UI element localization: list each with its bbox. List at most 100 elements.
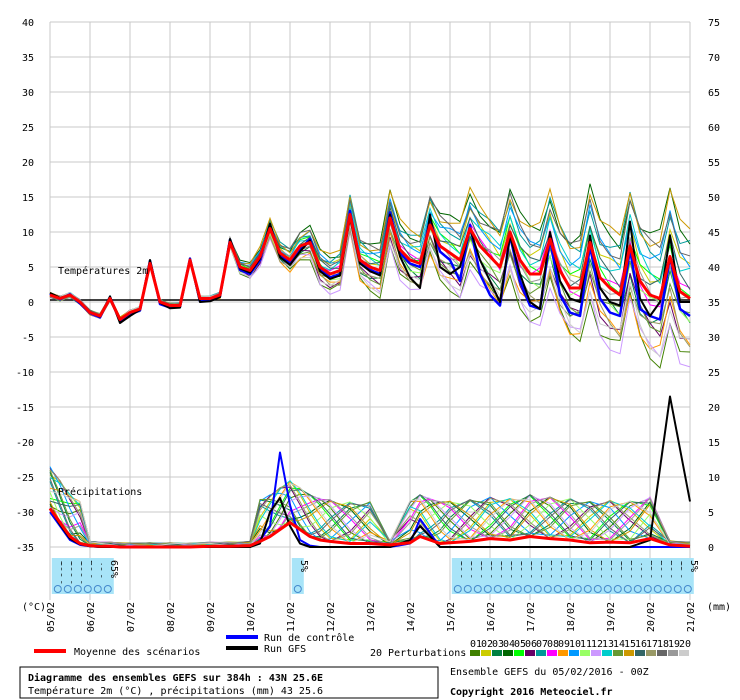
snow-cell xyxy=(101,558,114,594)
snowflake-icon xyxy=(563,585,572,593)
ensemble-info: Ensemble GEFS du 05/02/2016 - 00Z xyxy=(450,667,649,678)
snow-cell xyxy=(571,558,584,594)
snowflake-icon xyxy=(593,585,602,593)
snow-cell xyxy=(541,558,554,594)
snowflake-icon xyxy=(483,585,492,593)
right-tick-label: 15 xyxy=(708,438,720,449)
snowflake-icon xyxy=(653,585,662,593)
snowflake-icon xyxy=(73,585,82,593)
snow-cell xyxy=(621,558,634,594)
temp-annotation: Températures 2m xyxy=(58,265,148,277)
left-tick-label: 20 xyxy=(22,158,34,169)
legend-mean-label: Moyenne des scénarios xyxy=(74,646,200,658)
chart-title: Diagramme des ensembles GEFS sur 384h : … xyxy=(28,672,323,684)
left-tick-label: -5 xyxy=(22,333,34,344)
mean-temp-line xyxy=(49,213,691,321)
perturbation-swatch xyxy=(547,650,557,656)
snowflake-icon xyxy=(533,585,542,593)
snow-cell xyxy=(81,558,94,594)
x-tick-label: 11/02 xyxy=(286,602,297,632)
snow-cell xyxy=(291,558,304,594)
right-tick-label: 60 xyxy=(708,123,720,134)
perturbation-swatch xyxy=(591,650,601,656)
perturbation-swatch xyxy=(470,650,480,656)
perturbation-swatch xyxy=(525,650,535,656)
left-tick-label: 35 xyxy=(22,53,34,64)
right-tick-label: 65 xyxy=(708,88,720,99)
snow-cell xyxy=(461,558,474,594)
snow-cell xyxy=(521,558,534,594)
perturbation-swatch xyxy=(635,650,645,656)
perturbation-precip-line xyxy=(49,496,691,548)
perturbation-swatch xyxy=(580,650,590,656)
left-tick-label: -25 xyxy=(16,473,34,484)
right-tick-label: 40 xyxy=(708,263,720,274)
x-tick-label: 05/02 xyxy=(46,602,57,632)
perturbation-swatch xyxy=(602,650,612,656)
perturbation-number: 11 xyxy=(580,639,592,650)
x-tick-label: 19/02 xyxy=(606,602,617,632)
snowflake-icon xyxy=(613,585,622,593)
perturbation-number: 17 xyxy=(646,639,658,650)
perturbation-number: 12 xyxy=(591,639,603,650)
snowflake-icon xyxy=(573,585,582,593)
snow-cell xyxy=(531,558,544,594)
x-tick-label: 12/02 xyxy=(326,602,337,632)
snowflake-icon xyxy=(53,585,62,593)
snowflake-icon xyxy=(603,585,612,593)
perturbation-number: 01 xyxy=(470,639,482,650)
copyright: Copyright 2016 Meteociel.fr xyxy=(450,686,613,698)
snowflake-icon xyxy=(583,585,592,593)
snowflake-icon xyxy=(553,585,562,593)
snowflake-icon xyxy=(473,585,482,593)
snow-cell xyxy=(661,558,674,594)
snowflake-icon xyxy=(633,585,642,593)
x-tick-label: 20/02 xyxy=(646,602,657,632)
left-tick-label: 10 xyxy=(22,228,34,239)
snow-cell xyxy=(491,558,504,594)
right-tick-label: 75 xyxy=(708,18,720,29)
left-tick-label: 25 xyxy=(22,123,34,134)
snowflake-icon xyxy=(663,585,672,593)
right-tick-label: 50 xyxy=(708,193,720,204)
snowflake-icon xyxy=(683,585,692,593)
snow-cell xyxy=(591,558,604,594)
perturbation-number: 07 xyxy=(536,639,548,650)
right-axis-unit: (mm) xyxy=(707,602,731,613)
perturbation-swatch xyxy=(514,650,524,656)
perturbation-swatch xyxy=(503,650,513,656)
snow-cell xyxy=(651,558,664,594)
perturbation-number: 04 xyxy=(503,639,515,650)
perturbation-number: 14 xyxy=(613,639,625,650)
perturbation-number: 20 xyxy=(679,639,691,650)
snow-cell xyxy=(501,558,514,594)
legend-control-label: Run de contrôle xyxy=(264,632,354,644)
snowflake-icon xyxy=(493,585,502,593)
right-tick-label: 45 xyxy=(708,228,720,239)
right-tick-label: 30 xyxy=(708,333,720,344)
snowflake-icon xyxy=(63,585,72,593)
left-axis-ticks: 40 35 30 25 20 15 10 5 0 -5 -10 -15 -20 -25 -30 -35 xyxy=(16,18,34,554)
snow-cell xyxy=(91,558,104,594)
perturbation-number: 08 xyxy=(547,639,559,650)
left-tick-label: -10 xyxy=(16,368,34,379)
perturbation-swatch xyxy=(492,650,502,656)
perturbation-number: 03 xyxy=(492,639,504,650)
perturbation-swatch xyxy=(646,650,656,656)
left-tick-label: -30 xyxy=(16,508,34,519)
snow-cell xyxy=(551,558,564,594)
perturbation-swatch xyxy=(613,650,623,656)
snowflake-icon xyxy=(453,585,462,593)
right-tick-label: 70 xyxy=(708,53,720,64)
snow-cell xyxy=(471,558,484,594)
snow-cell xyxy=(511,558,524,594)
left-tick-label: -20 xyxy=(16,438,34,449)
perturbation-precip-line xyxy=(49,478,691,548)
snowflake-icon xyxy=(83,585,92,593)
right-tick-label: 5 xyxy=(708,508,714,519)
snowflake-icon xyxy=(503,585,512,593)
x-axis-ticks: 05/02 06/02 07/02 08/02 09/02 10/02 11/02 12/02… xyxy=(46,602,697,632)
perturbation-number: 16 xyxy=(635,639,647,650)
